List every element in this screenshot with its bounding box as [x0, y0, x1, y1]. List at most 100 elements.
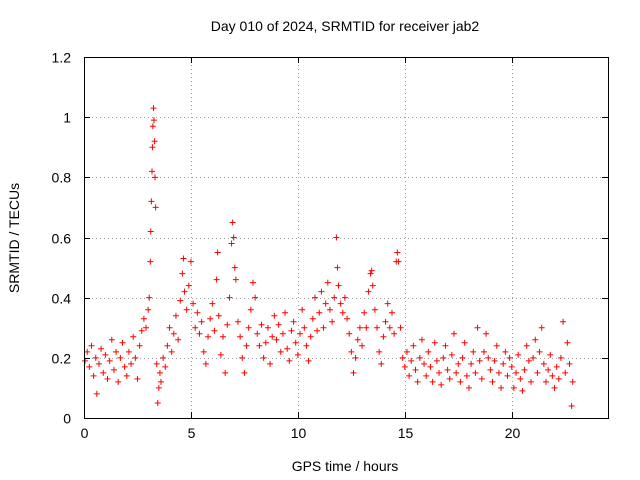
data-point [181, 288, 188, 295]
data-point [406, 372, 413, 379]
data-point [292, 339, 299, 346]
data-point [540, 360, 547, 367]
data-point [307, 333, 314, 340]
data-point [179, 270, 186, 277]
data-point [433, 357, 440, 364]
data-point [286, 357, 293, 364]
data-point [350, 369, 357, 376]
data-point [113, 348, 120, 355]
data-point [134, 375, 141, 382]
data-point [367, 270, 374, 277]
data-point [301, 324, 308, 331]
data-point [92, 354, 99, 361]
x-axis-label: GPS time / hours [292, 458, 399, 474]
data-point [271, 312, 278, 319]
data-point [149, 144, 156, 151]
data-point [412, 366, 419, 373]
data-point [359, 342, 366, 349]
data-point [275, 321, 282, 328]
data-point [459, 354, 466, 361]
data-point [152, 174, 159, 181]
x-tick-label: 20 [505, 425, 521, 441]
data-point [562, 369, 569, 376]
grid [84, 57, 608, 418]
x-tick-label: 15 [398, 425, 414, 441]
data-point [243, 342, 250, 349]
data-point [427, 363, 434, 370]
data-point [557, 354, 564, 361]
data-point [309, 315, 316, 322]
data-point [194, 309, 201, 316]
data-point [376, 348, 383, 355]
data-point [290, 318, 297, 325]
data-point [547, 351, 554, 358]
data-point [170, 330, 177, 337]
data-point [180, 255, 187, 262]
data-point [311, 294, 318, 301]
data-point [217, 351, 224, 358]
data-point [461, 339, 468, 346]
data-point [337, 300, 344, 307]
data-point [146, 294, 153, 301]
data-point [485, 354, 492, 361]
data-point [245, 324, 252, 331]
data-point [568, 402, 575, 409]
data-point [294, 351, 301, 358]
y-tick-label: 0.2 [52, 351, 72, 367]
data-point [305, 357, 312, 364]
data-point [354, 336, 361, 343]
data-point [88, 342, 95, 349]
axis-ticks [84, 57, 608, 419]
y-tick-labels: 0 0.2 0.4 0.6 0.8 1 1.2 [52, 50, 72, 427]
data-point [151, 138, 158, 145]
data-point [138, 327, 145, 334]
data-point [489, 378, 496, 385]
data-point [453, 369, 460, 376]
data-point [264, 324, 271, 331]
data-point [341, 294, 348, 301]
data-point [414, 378, 421, 385]
data-point [386, 324, 393, 331]
data-point [528, 378, 535, 385]
data-point [472, 369, 479, 376]
data-point [316, 309, 323, 316]
data-point [237, 333, 244, 340]
data-point [220, 333, 227, 340]
data-point [331, 294, 338, 301]
data-point [228, 240, 235, 247]
data-point [545, 366, 552, 373]
data-point [515, 351, 522, 358]
data-point [108, 336, 115, 343]
data-point [560, 318, 567, 325]
data-point [374, 324, 381, 331]
data-point [440, 354, 447, 361]
data-point [215, 312, 222, 319]
data-point [145, 306, 152, 313]
y-tick-label: 1.2 [52, 50, 72, 66]
data-point [521, 366, 528, 373]
data-point [130, 333, 137, 340]
data-point [553, 363, 560, 370]
data-point [247, 306, 254, 313]
data-point [436, 369, 443, 376]
data-point [478, 375, 485, 382]
data-point [106, 357, 113, 364]
data-point [423, 372, 430, 379]
data-point [425, 348, 432, 355]
data-point [444, 366, 451, 373]
data-point [119, 339, 126, 346]
data-point [318, 288, 325, 295]
data-point [333, 234, 340, 241]
data-point [410, 342, 417, 349]
data-point [147, 258, 154, 265]
data-point [536, 348, 543, 355]
data-point [196, 330, 203, 337]
data-point [334, 264, 341, 271]
data-point [262, 339, 269, 346]
data-point [326, 306, 333, 313]
data-point [297, 330, 304, 337]
data-point [530, 354, 537, 361]
data-point [498, 384, 505, 391]
data-point [269, 333, 276, 340]
